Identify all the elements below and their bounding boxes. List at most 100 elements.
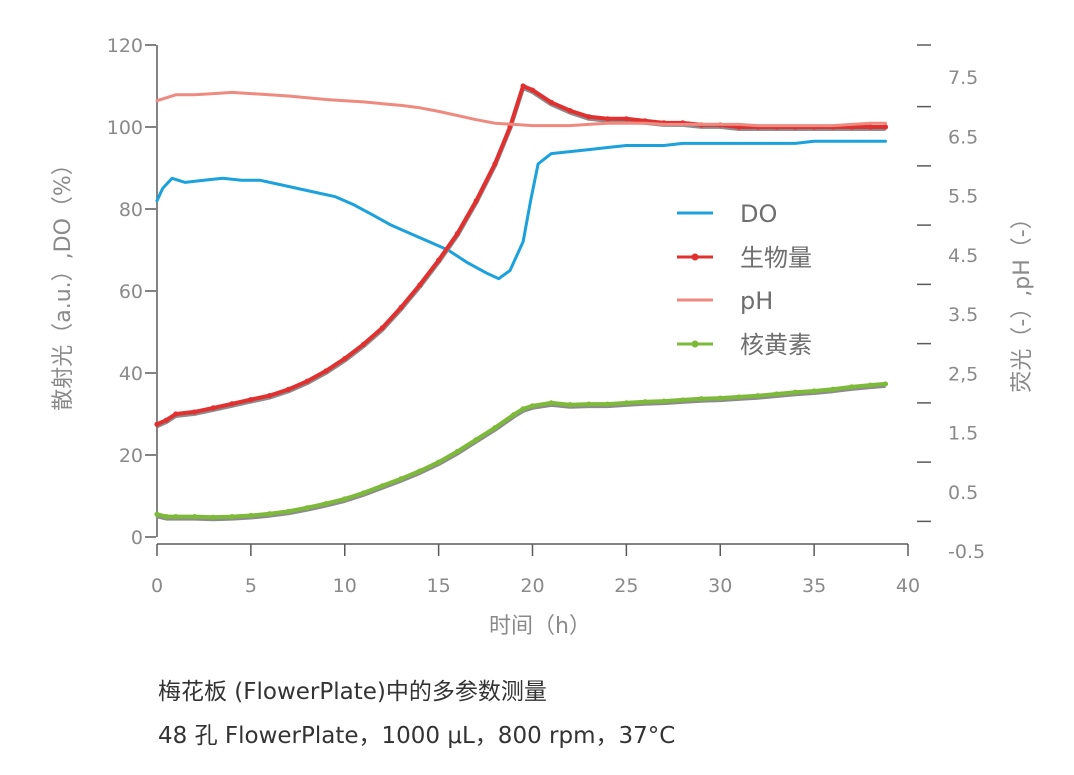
series-biomass-point xyxy=(154,421,160,427)
series-biomass-point xyxy=(267,392,273,399)
x-tick-label: 0 xyxy=(151,575,163,597)
series-riboflavin-point xyxy=(436,459,442,465)
series-riboflavin-point xyxy=(736,394,742,400)
series-riboflavin-point xyxy=(454,448,460,455)
series-biomass-point xyxy=(163,417,169,423)
y-left-axis-title: 散射光（a.u.）,DO（%） xyxy=(51,153,76,411)
x-tick-label: 5 xyxy=(245,575,257,597)
y-right-tick-label: 7.5 xyxy=(948,67,978,89)
series-biomass-point xyxy=(529,87,536,93)
series-biomass-point xyxy=(882,124,889,130)
x-tick-label: 35 xyxy=(802,575,826,597)
legend-label: 生物量 xyxy=(740,244,812,272)
series-riboflavin-point xyxy=(379,483,385,489)
series-do-line xyxy=(155,139,887,281)
series-riboflavin-point xyxy=(191,514,198,520)
series-riboflavin-point xyxy=(285,508,292,514)
x-tick-label: 15 xyxy=(427,575,451,597)
caption-subtitle: 48 孔 FlowerPlate，1000 μL，800 rpm，37°C xyxy=(158,723,676,749)
y-left-tick-label: 120 xyxy=(107,35,143,57)
legend: DO 生物量 pH 核黄素 xyxy=(677,200,812,359)
y-right-tick-label: 5.5 xyxy=(948,186,978,208)
series-biomass-point xyxy=(323,368,329,374)
series-riboflavin-point xyxy=(882,381,889,387)
y-left-tick-label: 80 xyxy=(119,199,143,221)
series-riboflavin-point xyxy=(773,391,780,397)
x-tick-label: 25 xyxy=(614,575,638,597)
series-riboflavin-point xyxy=(398,476,404,482)
series-riboflavin-line xyxy=(155,381,888,520)
series-biomass-point xyxy=(304,378,310,384)
x-axis-title: 时间（h） xyxy=(489,614,591,639)
series-riboflavin-point xyxy=(248,512,254,519)
series-riboflavin-point xyxy=(511,412,517,418)
y-left-tick-label: 0 xyxy=(131,527,143,549)
series-riboflavin-point xyxy=(529,403,536,409)
series-riboflavin-point xyxy=(229,514,235,520)
legend-label: pH xyxy=(740,287,773,315)
series-biomass-point xyxy=(229,401,235,407)
series-biomass-point xyxy=(191,409,198,415)
series-biomass-point xyxy=(548,99,554,105)
legend-label: DO xyxy=(740,200,777,228)
x-tick-label: 20 xyxy=(520,575,544,597)
series-biomass-point xyxy=(567,108,573,114)
series-biomass-point xyxy=(605,116,611,122)
series-biomass-point xyxy=(285,386,292,392)
series-riboflavin-point xyxy=(661,398,667,404)
y-right-tick-label: 0.5 xyxy=(948,482,978,504)
series-biomass-point xyxy=(398,304,404,310)
series-biomass-point xyxy=(379,325,385,331)
legend-marker xyxy=(691,253,699,261)
x-tick-label: 30 xyxy=(708,575,732,597)
series-riboflavin-point xyxy=(520,406,526,412)
series-biomass-point xyxy=(473,198,479,204)
series-riboflavin-point xyxy=(163,514,169,520)
series-riboflavin-point xyxy=(492,425,498,431)
legend-label: 核黄素 xyxy=(740,331,812,359)
legend-marker xyxy=(691,340,699,348)
series-biomass-point xyxy=(248,397,254,403)
caption-title: 梅花板 (FlowerPlate)中的多参数测量 xyxy=(158,679,547,705)
series-riboflavin-point xyxy=(605,401,611,407)
series-biomass-point xyxy=(436,257,442,263)
series-biomass-point xyxy=(210,405,216,411)
series-riboflavin-point xyxy=(360,490,367,496)
series-riboflavin-point xyxy=(755,393,761,399)
series-riboflavin-point xyxy=(210,514,216,520)
series-riboflavin-point xyxy=(154,511,160,517)
series-riboflavin-shadow xyxy=(156,383,886,522)
series-biomass-point xyxy=(454,231,460,237)
series-riboflavin-point xyxy=(548,400,554,406)
series-biomass-point xyxy=(623,116,629,122)
series-riboflavin-point xyxy=(304,505,310,511)
series-riboflavin-point xyxy=(417,468,423,474)
series-riboflavin-point xyxy=(849,384,855,390)
y-right-tick-label: 4.5 xyxy=(948,245,978,267)
series-riboflavin-point xyxy=(811,388,817,394)
series-riboflavin-point xyxy=(680,397,686,403)
y-right-axis-title: 荧光（-）,pH（-） xyxy=(1010,207,1035,392)
series-biomass-point xyxy=(173,411,179,417)
series-riboflavin-point xyxy=(698,396,705,402)
series-riboflavin-point xyxy=(623,400,629,406)
y-right-tick-label: 2,5 xyxy=(948,363,978,385)
series-riboflavin-point xyxy=(867,382,874,388)
y-left-tick-label: 40 xyxy=(119,363,143,385)
series-biomass-point xyxy=(586,114,592,120)
series-riboflavin-point xyxy=(567,402,573,408)
series-riboflavin-point xyxy=(173,514,179,520)
x-tick-label: 40 xyxy=(896,575,920,597)
series-riboflavin-point xyxy=(642,399,648,405)
series-riboflavin-point xyxy=(267,511,273,517)
x-tick-label: 10 xyxy=(333,575,357,597)
series-biomass-point xyxy=(342,356,348,362)
series-ph-line xyxy=(155,90,887,128)
series-biomass-point xyxy=(417,282,423,288)
y-right-tick-label: 3.5 xyxy=(948,304,978,326)
axes: 020406080100120-0.50.51.52,53.54.55.56.5… xyxy=(51,35,1035,639)
y-left-tick-label: 60 xyxy=(119,281,143,303)
y-left-tick-label: 100 xyxy=(107,117,143,139)
series-riboflavin-point xyxy=(717,395,723,401)
series-riboflavin-point xyxy=(792,389,798,395)
